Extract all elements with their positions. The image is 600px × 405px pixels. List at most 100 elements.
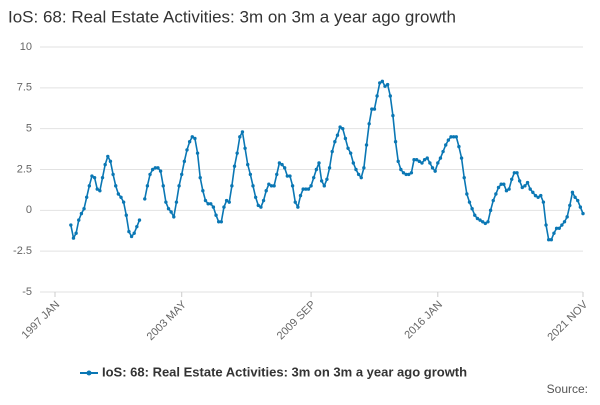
data-point (420, 161, 424, 165)
data-point (314, 167, 319, 172)
data-point (95, 187, 99, 191)
data-point (246, 162, 250, 167)
data-point (272, 184, 276, 188)
series-line (70, 80, 584, 241)
data-point (483, 221, 488, 226)
data-point (143, 197, 147, 201)
data-point (348, 151, 353, 155)
data-point (541, 200, 546, 204)
data-point (335, 133, 340, 137)
y-tick-label: 2.5 (17, 163, 32, 175)
data-point (417, 159, 422, 164)
data-point (581, 211, 585, 216)
data-point (164, 200, 168, 204)
data-point (470, 207, 474, 211)
data-point (570, 190, 575, 195)
data-point (306, 187, 311, 191)
data-point (261, 198, 266, 203)
data-point (507, 187, 511, 191)
data-point (193, 136, 197, 141)
data-point (77, 218, 81, 222)
data-point (150, 167, 155, 172)
data-point (206, 202, 210, 206)
data-point (264, 189, 268, 193)
data-point (454, 135, 458, 139)
data-point (351, 161, 356, 165)
data-point (256, 203, 260, 208)
data-point (560, 223, 564, 227)
data-point (296, 205, 300, 209)
data-point (275, 172, 279, 177)
data-point (124, 213, 128, 217)
data-point (301, 187, 305, 191)
data-point (248, 172, 253, 177)
data-point (169, 210, 173, 214)
data-point (573, 195, 577, 199)
data-point (475, 216, 480, 221)
data-point (496, 185, 501, 190)
data-point (84, 195, 89, 199)
data-point (367, 122, 371, 126)
data-point (549, 238, 554, 242)
data-point (325, 177, 329, 181)
data-point (148, 172, 152, 177)
data-point (121, 200, 126, 204)
data-point (322, 184, 326, 188)
data-point (106, 154, 110, 159)
data-point (227, 200, 231, 204)
data-point (79, 211, 84, 216)
data-point (451, 135, 456, 139)
data-point (172, 215, 176, 219)
data-point (211, 205, 216, 209)
data-point (504, 189, 509, 193)
x-tick-label: 1997 JAN (20, 299, 63, 342)
data-point (209, 202, 213, 206)
x-tick-label: 2016 JAN (402, 299, 445, 342)
data-point (539, 193, 543, 198)
data-point (267, 182, 271, 186)
data-point (87, 184, 92, 188)
data-point (198, 175, 202, 180)
data-point (557, 226, 561, 230)
x-tick-label: 2009 SEP (275, 299, 319, 343)
data-point (341, 126, 345, 131)
data-point (114, 184, 118, 188)
data-point (277, 161, 282, 165)
data-point (404, 172, 408, 177)
data-point (449, 135, 453, 139)
data-point (290, 184, 295, 188)
data-point (293, 200, 297, 204)
data-point (578, 205, 583, 209)
data-point (430, 166, 435, 170)
y-tick-label: -2.5 (13, 245, 32, 257)
chart-title: IoS: 68: Real Estate Activities: 3m on 3… (8, 7, 456, 26)
y-tick-label: 5 (26, 123, 32, 135)
data-point (407, 172, 411, 177)
data-point (285, 174, 290, 178)
data-point (259, 205, 263, 209)
data-point (145, 184, 150, 188)
data-point (312, 175, 316, 180)
data-point (444, 143, 448, 147)
y-tick-label: -5 (22, 286, 32, 298)
data-point (98, 189, 102, 193)
data-point (510, 177, 514, 181)
data-point (203, 198, 208, 203)
data-point (441, 149, 445, 154)
data-point (185, 148, 189, 152)
data-point (327, 166, 332, 170)
data-point (491, 198, 495, 203)
data-point (166, 207, 171, 211)
data-point (280, 162, 284, 167)
data-point (338, 125, 342, 129)
data-point (409, 171, 414, 175)
data-point (161, 184, 165, 188)
data-point (180, 172, 184, 177)
data-point (528, 187, 532, 191)
data-point (502, 182, 506, 186)
data-point (90, 174, 94, 178)
data-point (520, 185, 524, 190)
legend-item: IoS: 68: Real Estate Activities: 3m on 3… (80, 364, 467, 379)
